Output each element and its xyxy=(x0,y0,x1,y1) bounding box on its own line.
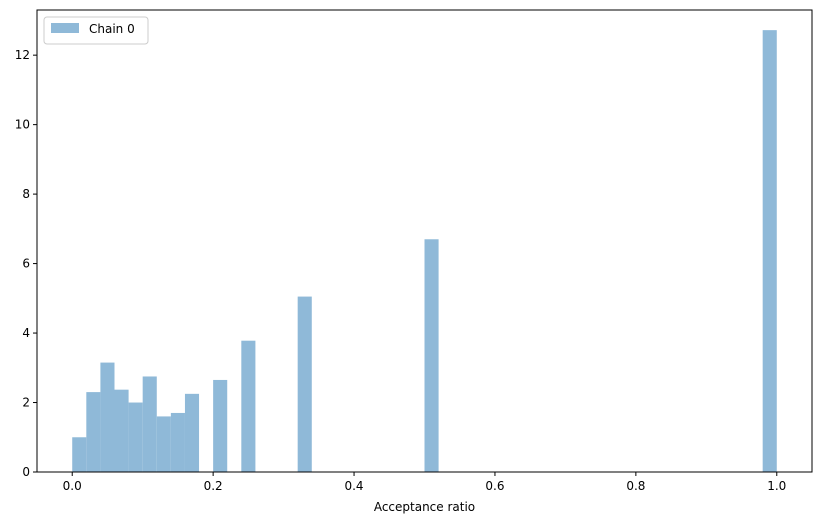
x-tick-label: 0.6 xyxy=(485,479,504,493)
y-tick-label: 6 xyxy=(22,257,30,271)
y-tick-label: 2 xyxy=(22,396,30,410)
bars-group xyxy=(72,30,777,472)
x-tick-label: 0.0 xyxy=(63,479,82,493)
legend: Chain 0 xyxy=(43,16,149,45)
histogram-bar xyxy=(142,376,157,472)
histogram-bar xyxy=(100,362,115,472)
histogram-bar xyxy=(170,412,185,472)
histogram-bar xyxy=(128,402,143,472)
histogram-bar xyxy=(72,437,87,472)
x-tick-label: 0.8 xyxy=(626,479,645,493)
y-tick-label: 4 xyxy=(22,326,30,340)
histogram-bar xyxy=(213,379,228,472)
histogram-bar xyxy=(114,389,129,472)
legend-swatch xyxy=(51,23,79,33)
histogram-bar xyxy=(297,296,312,472)
x-tick-label: 0.2 xyxy=(204,479,223,493)
y-tick-label: 12 xyxy=(15,48,30,62)
y-tick-label: 0 xyxy=(22,465,30,479)
histogram-bar xyxy=(424,239,439,472)
histogram-bar xyxy=(241,340,256,472)
y-axis-ticks: 0 2 4 6 8 10 12 xyxy=(15,48,37,479)
x-axis-ticks: 0.0 0.2 0.4 0.6 0.8 1.0 xyxy=(63,472,786,493)
plot-frame xyxy=(36,9,813,473)
histogram-bar xyxy=(762,30,777,472)
y-tick-label: 8 xyxy=(22,187,30,201)
histogram-bar xyxy=(184,393,200,472)
x-axis-label: Acceptance ratio xyxy=(374,500,475,514)
y-tick-label: 10 xyxy=(15,118,30,132)
histogram-bar xyxy=(156,416,171,472)
x-tick-label: 0.4 xyxy=(344,479,363,493)
legend-label: Chain 0 xyxy=(89,22,135,36)
x-tick-label: 1.0 xyxy=(767,479,786,493)
histogram-bar xyxy=(86,392,101,472)
